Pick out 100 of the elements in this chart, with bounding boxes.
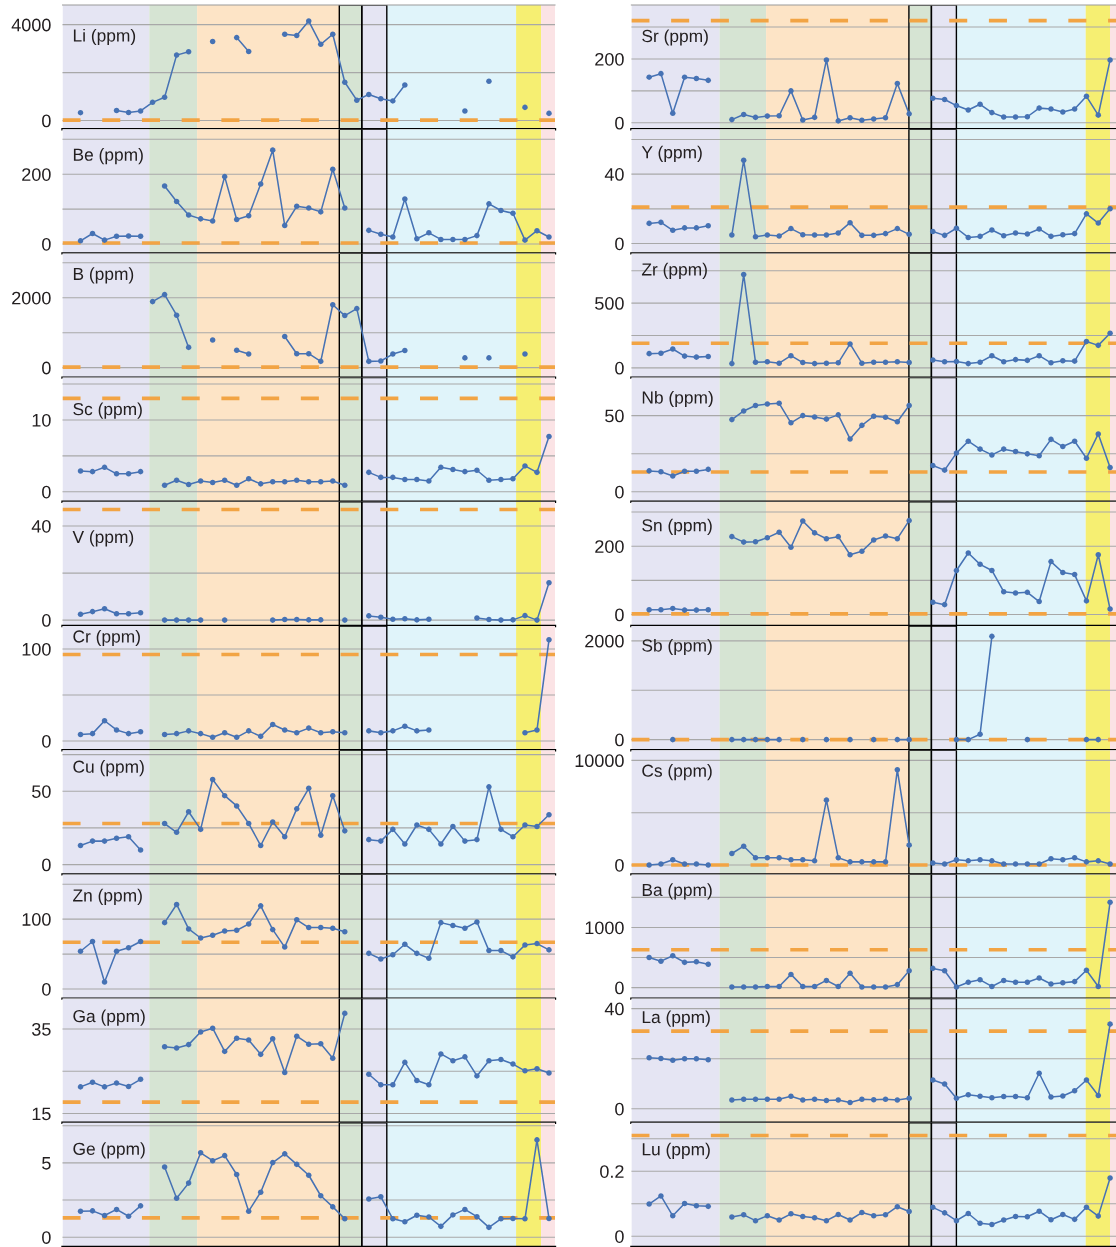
- point: [486, 616, 492, 623]
- point: [941, 601, 948, 608]
- point: [859, 859, 865, 865]
- point: [450, 236, 456, 243]
- point: [788, 352, 794, 359]
- point: [953, 567, 960, 574]
- point: [245, 351, 252, 357]
- point: [776, 113, 782, 119]
- point: [546, 637, 552, 643]
- point: [847, 114, 853, 121]
- point: [522, 942, 528, 948]
- point: [305, 924, 312, 931]
- point: [305, 617, 312, 623]
- point: [257, 842, 264, 849]
- point: [305, 478, 312, 485]
- point: [1048, 855, 1054, 862]
- point: [161, 1043, 168, 1050]
- point: [811, 983, 818, 990]
- point: [729, 116, 735, 123]
- point: [281, 222, 288, 229]
- point: [281, 333, 288, 340]
- point: [269, 478, 276, 485]
- point: [317, 729, 324, 736]
- point: [137, 468, 144, 475]
- text: Sc (ppm): [73, 402, 142, 419]
- point: [330, 925, 336, 931]
- point: [930, 860, 936, 866]
- point: [729, 850, 735, 857]
- point: [546, 947, 552, 953]
- point: [776, 983, 782, 990]
- point: [740, 408, 747, 414]
- point: [342, 205, 348, 211]
- point: [953, 857, 960, 863]
- y-tick-label: 35: [32, 1022, 51, 1036]
- point: [823, 416, 830, 422]
- point: [77, 1208, 84, 1214]
- point: [859, 548, 865, 555]
- y-tick-label: 0.2: [600, 1165, 624, 1178]
- point: [305, 1172, 312, 1179]
- point: [669, 1213, 676, 1219]
- point: [221, 928, 228, 934]
- point: [293, 729, 300, 736]
- point: [882, 1212, 889, 1218]
- point: [330, 729, 336, 735]
- point: [1071, 358, 1078, 364]
- point: [534, 940, 540, 947]
- point: [125, 471, 132, 477]
- point: [1095, 1213, 1102, 1219]
- point: [823, 977, 830, 984]
- point: [989, 858, 995, 864]
- point: [894, 359, 901, 365]
- point: [847, 736, 853, 743]
- point: [870, 116, 877, 122]
- point: [546, 1215, 552, 1222]
- point: [1083, 967, 1090, 973]
- point: [354, 97, 360, 103]
- point: [366, 358, 372, 365]
- point: [221, 1152, 228, 1159]
- point: [681, 225, 688, 231]
- point: [414, 1077, 420, 1084]
- point: [870, 1096, 877, 1103]
- text: Lu (ppm): [642, 1142, 710, 1159]
- point: [378, 474, 384, 481]
- point: [859, 984, 865, 990]
- point: [113, 835, 120, 841]
- point: [764, 983, 771, 990]
- point: [693, 1055, 700, 1062]
- y-tick-label: 500: [595, 297, 624, 310]
- point: [185, 926, 192, 932]
- text: B (ppm): [73, 267, 134, 284]
- point: [646, 954, 652, 961]
- point: [402, 941, 408, 948]
- point: [221, 173, 228, 180]
- point: [245, 476, 252, 482]
- point: [989, 1094, 995, 1101]
- point: [342, 928, 348, 935]
- point: [125, 1083, 132, 1090]
- point: [546, 1070, 552, 1076]
- point: [402, 841, 408, 847]
- point: [788, 225, 794, 232]
- point: [257, 903, 264, 909]
- point: [835, 360, 842, 366]
- point: [402, 1059, 408, 1066]
- point: [462, 355, 468, 361]
- y-tick-label: 0: [42, 858, 51, 872]
- point: [811, 858, 818, 864]
- point: [965, 1091, 972, 1098]
- point: [989, 227, 995, 233]
- point: [870, 1213, 877, 1219]
- point: [977, 977, 983, 983]
- point: [366, 1071, 372, 1077]
- point: [1107, 1175, 1113, 1181]
- point: [173, 1195, 180, 1202]
- y-tick-label: 100: [22, 913, 51, 926]
- point: [941, 1210, 948, 1216]
- point: [522, 822, 528, 828]
- point: [1083, 338, 1090, 345]
- point: [317, 209, 324, 215]
- point: [1024, 979, 1031, 986]
- point: [438, 464, 444, 471]
